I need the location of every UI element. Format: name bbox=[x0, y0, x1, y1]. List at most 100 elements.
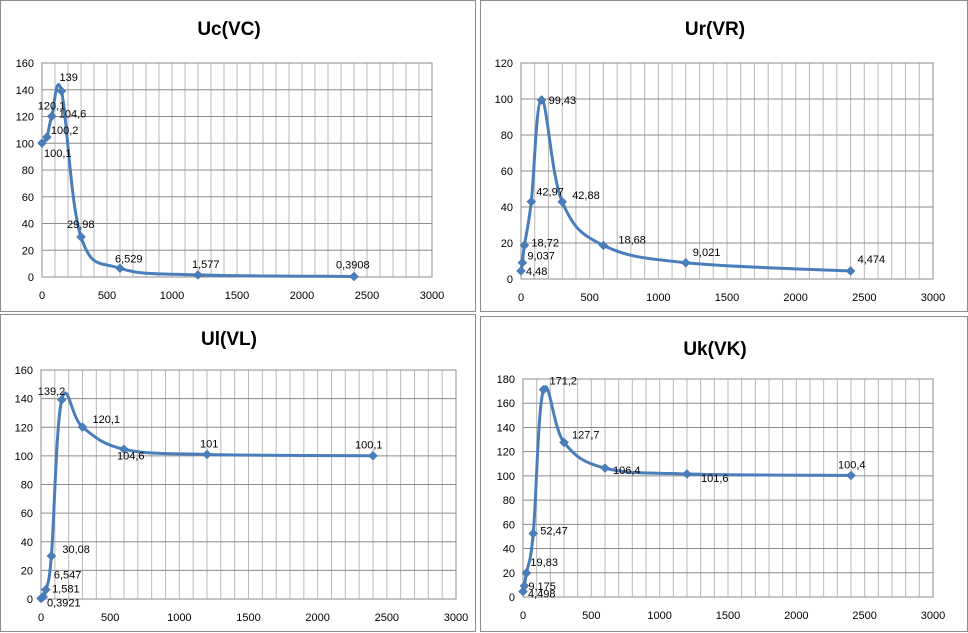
data-label: 101 bbox=[200, 438, 218, 450]
x-tick-label: 1000 bbox=[167, 612, 191, 624]
chart-title: Ul(VL) bbox=[201, 329, 257, 350]
data-point-marker bbox=[38, 591, 48, 602]
plot-area-border bbox=[40, 369, 457, 600]
x-tick-label: 2000 bbox=[290, 290, 314, 302]
x-tick-label: 2500 bbox=[852, 610, 876, 622]
data-point-marker bbox=[76, 232, 86, 242]
y-tick-label: 80 bbox=[22, 165, 34, 177]
x-tick-label: 2500 bbox=[852, 292, 876, 304]
data-point-marker bbox=[598, 240, 609, 251]
x-tick-label: 1000 bbox=[160, 290, 184, 302]
data-label: 100,2 bbox=[51, 125, 79, 137]
x-tick-label: 2000 bbox=[784, 610, 808, 622]
x-tick-label: 0 bbox=[518, 292, 524, 304]
data-label: 100,4 bbox=[838, 459, 866, 471]
y-tick-label: 100 bbox=[495, 94, 513, 106]
y-tick-label: 120 bbox=[497, 447, 515, 459]
data-label: 99,43 bbox=[549, 95, 577, 107]
data-label: 42,88 bbox=[572, 190, 600, 202]
data-point-marker bbox=[845, 266, 856, 276]
y-tick-label: 40 bbox=[503, 544, 515, 556]
x-tick-label: 500 bbox=[580, 292, 598, 304]
data-point-marker bbox=[528, 528, 539, 539]
data-label: 106,4 bbox=[613, 465, 641, 477]
data-label: 42,97 bbox=[536, 187, 564, 199]
y-tick-label: 120 bbox=[16, 112, 34, 124]
data-point-marker bbox=[40, 584, 51, 595]
plot-area-border bbox=[520, 62, 934, 280]
data-point-marker bbox=[46, 551, 57, 561]
data-point-marker bbox=[42, 132, 52, 142]
y-tick-label: 100 bbox=[16, 138, 34, 150]
data-label: 9,175 bbox=[528, 581, 556, 593]
chart-svg: Uc(VC) 0 20 40 60 80 100 120 140 160 0 500 1000 1500 2… bbox=[16, 19, 445, 302]
y-tick-label: 20 bbox=[21, 565, 33, 577]
y-tick-label: 0 bbox=[27, 594, 33, 606]
data-label: 29,98 bbox=[67, 219, 95, 231]
data-point-marker bbox=[536, 95, 547, 105]
x-tick-label: 3000 bbox=[420, 290, 444, 302]
y-tick-label: 0 bbox=[507, 274, 513, 286]
chart-panel-ul: Ul(VL) 0 20 40 60 80 100 120 140 160 0 500 1000 1500 2… bbox=[0, 314, 476, 632]
y-tick-label: 40 bbox=[21, 537, 33, 549]
data-label: 4,474 bbox=[858, 254, 886, 266]
data-point-marker bbox=[37, 138, 47, 148]
y-tick-label: 80 bbox=[501, 130, 513, 142]
data-label: 1,581 bbox=[52, 584, 80, 596]
x-tick-label: 0 bbox=[520, 610, 526, 622]
data-label: 4,498 bbox=[528, 589, 556, 601]
y-tick-label: 140 bbox=[15, 394, 33, 406]
y-tick-label: 0 bbox=[28, 272, 34, 284]
x-tick-label: 1500 bbox=[715, 292, 739, 304]
data-label: 101,6 bbox=[701, 473, 729, 485]
y-tick-label: 20 bbox=[503, 568, 515, 580]
x-tick-label: 1500 bbox=[716, 610, 740, 622]
data-point-marker bbox=[519, 581, 530, 591]
y-tick-label: 160 bbox=[497, 398, 515, 410]
x-tick-label: 2000 bbox=[305, 612, 329, 624]
y-tick-label: 160 bbox=[16, 58, 34, 70]
y-tick-label: 20 bbox=[22, 245, 34, 257]
x-tick-label: 1000 bbox=[646, 292, 670, 304]
data-point-marker bbox=[56, 394, 67, 405]
data-point-marker bbox=[526, 196, 537, 207]
x-tick-label: 1500 bbox=[225, 290, 249, 302]
x-tick-label: 500 bbox=[98, 290, 116, 302]
data-point-marker bbox=[115, 263, 125, 274]
grid bbox=[41, 62, 433, 278]
grid bbox=[520, 62, 934, 280]
data-label: 9,037 bbox=[527, 251, 555, 263]
chart-svg: Uk(VK) 0 20 40 60 80 100 120 140 160 180 0 500 1000 15… bbox=[497, 339, 946, 622]
data-label: 100,1 bbox=[355, 440, 383, 452]
x-tick-label: 0 bbox=[38, 612, 44, 624]
data-label: 139,2 bbox=[38, 386, 66, 398]
x-tick-label: 3000 bbox=[444, 612, 468, 624]
data-point-marker bbox=[202, 449, 212, 460]
data-label: 6,529 bbox=[115, 253, 143, 265]
x-tick-label: 500 bbox=[101, 612, 119, 624]
y-tick-label: 40 bbox=[501, 202, 513, 214]
data-label: 30,08 bbox=[62, 544, 90, 556]
data-label: 0,3908 bbox=[336, 259, 370, 271]
chart-title: Ur(VR) bbox=[685, 19, 745, 40]
chart-svg: Ur(VR) 0 20 40 60 80 100 120 0 500 1000 1500 2000 250… bbox=[495, 19, 946, 304]
data-point-marker bbox=[518, 586, 528, 597]
y-tick-label: 80 bbox=[21, 480, 33, 492]
data-point-marker bbox=[557, 196, 568, 207]
data-label: 171,2 bbox=[550, 376, 578, 388]
y-tick-label: 140 bbox=[16, 85, 34, 97]
data-point-marker bbox=[517, 257, 528, 268]
data-point-marker bbox=[193, 270, 203, 280]
y-tick-label: 180 bbox=[497, 374, 515, 386]
data-point-marker bbox=[516, 266, 526, 276]
data-point-marker bbox=[846, 470, 856, 481]
data-point-marker bbox=[46, 111, 57, 122]
chart-svg: Ul(VL) 0 20 40 60 80 100 120 140 160 0 500 1000 1500 2… bbox=[15, 329, 469, 624]
data-label: 127,7 bbox=[572, 429, 600, 441]
y-tick-label: 60 bbox=[501, 166, 513, 178]
data-point-marker bbox=[680, 257, 691, 268]
y-tick-label: 0 bbox=[509, 592, 515, 604]
data-label: 1,577 bbox=[192, 259, 220, 271]
data-point-marker bbox=[119, 444, 129, 455]
chart-title: Uk(VK) bbox=[683, 339, 746, 360]
